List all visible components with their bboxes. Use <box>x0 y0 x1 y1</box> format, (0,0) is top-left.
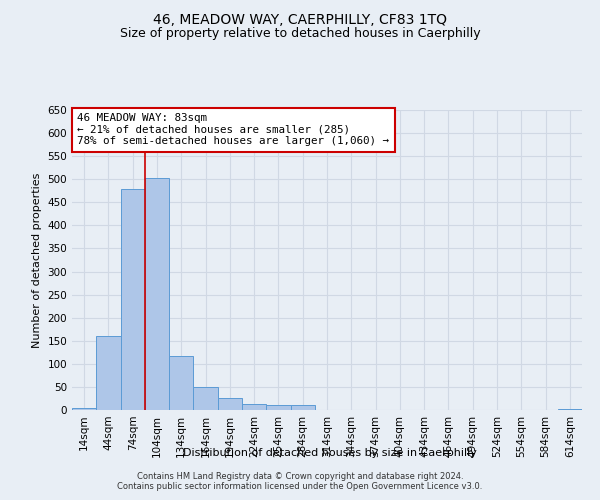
Bar <box>145 178 169 410</box>
Bar <box>266 405 290 410</box>
Bar <box>290 406 315 410</box>
Text: Size of property relative to detached houses in Caerphilly: Size of property relative to detached ho… <box>119 28 481 40</box>
Bar <box>218 398 242 410</box>
Bar <box>72 408 96 410</box>
Bar <box>121 190 145 410</box>
Text: Contains HM Land Registry data © Crown copyright and database right 2024.: Contains HM Land Registry data © Crown c… <box>137 472 463 481</box>
Y-axis label: Number of detached properties: Number of detached properties <box>32 172 42 348</box>
Bar <box>193 388 218 410</box>
Bar <box>242 404 266 410</box>
Bar <box>558 408 582 410</box>
Text: Distribution of detached houses by size in Caerphilly: Distribution of detached houses by size … <box>183 448 477 458</box>
Text: Contains public sector information licensed under the Open Government Licence v3: Contains public sector information licen… <box>118 482 482 491</box>
Text: 46 MEADOW WAY: 83sqm
← 21% of detached houses are smaller (285)
78% of semi-deta: 46 MEADOW WAY: 83sqm ← 21% of detached h… <box>77 113 389 146</box>
Bar <box>169 356 193 410</box>
Bar <box>96 336 121 410</box>
Text: 46, MEADOW WAY, CAERPHILLY, CF83 1TQ: 46, MEADOW WAY, CAERPHILLY, CF83 1TQ <box>153 12 447 26</box>
